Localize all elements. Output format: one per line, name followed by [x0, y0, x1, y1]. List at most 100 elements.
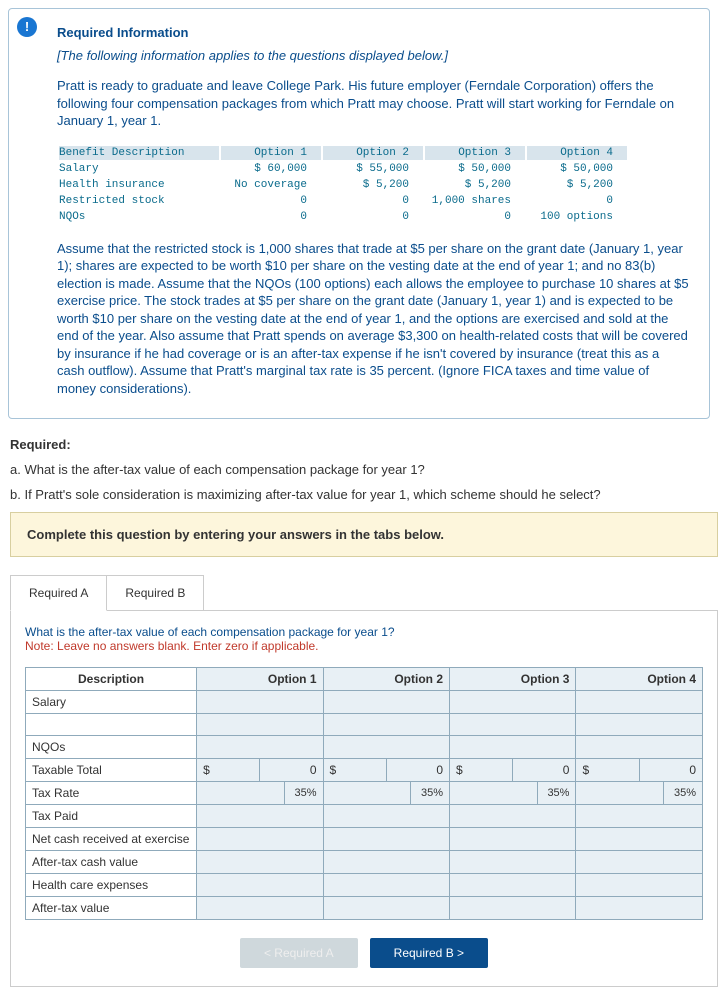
cell-input[interactable]	[323, 713, 449, 735]
cell-input[interactable]	[450, 735, 576, 758]
row-label: Health care expenses	[26, 873, 197, 896]
cell-input[interactable]	[576, 873, 703, 896]
row-label: Taxable Total	[26, 758, 197, 781]
benefit-row: Health insuranceNo coverage$ 5,200$ 5,20…	[59, 178, 627, 192]
bh-opt1: Option 1	[221, 146, 321, 160]
row-label: Tax Rate	[26, 781, 197, 804]
tabs-row: Required A Required B	[10, 575, 718, 611]
cell-input[interactable]	[323, 873, 449, 896]
ah-desc: Description	[26, 667, 197, 690]
cell-input[interactable]	[197, 827, 323, 850]
cell-input[interactable]	[576, 896, 703, 919]
cell-input[interactable]	[197, 850, 323, 873]
cell-taxable-total: $0	[450, 758, 576, 781]
answer-row-blank	[26, 713, 703, 735]
row-label[interactable]	[26, 713, 197, 735]
ah-opt3: Option 3	[450, 667, 576, 690]
cell-input[interactable]	[323, 735, 449, 758]
required-item-a: a. What is the after-tax value of each c…	[10, 462, 718, 477]
pane-question: What is the after-tax value of each comp…	[25, 625, 703, 639]
info-card: ! Required Information [The following in…	[8, 8, 710, 419]
cell-input[interactable]	[197, 690, 323, 713]
cell-input[interactable]	[197, 804, 323, 827]
cell-taxable-total: $0	[576, 758, 703, 781]
prev-button: < Required A	[240, 938, 358, 968]
cell-input[interactable]	[197, 873, 323, 896]
cell-input[interactable]	[576, 850, 703, 873]
cell-input[interactable]	[450, 873, 576, 896]
cell-input[interactable]	[576, 804, 703, 827]
cell-input[interactable]	[450, 713, 576, 735]
answer-row-net-cash: Net cash received at exercise	[26, 827, 703, 850]
cell-tax-rate: 35%	[537, 781, 576, 804]
bh-opt2: Option 2	[323, 146, 423, 160]
info-title: Required Information	[57, 25, 689, 40]
cell-tax-rate: 35%	[284, 781, 323, 804]
cell-input[interactable]	[576, 781, 664, 804]
info-icon: !	[17, 17, 37, 37]
row-label: Net cash received at exercise	[26, 827, 197, 850]
cell-input[interactable]	[450, 781, 538, 804]
answer-row-health-care: Health care expenses	[26, 873, 703, 896]
benefit-table: Benefit Description Option 1 Option 2 Op…	[57, 144, 629, 226]
cell-input[interactable]	[197, 735, 323, 758]
row-label: After-tax value	[26, 896, 197, 919]
bh-opt4: Option 4	[527, 146, 627, 160]
cell-input[interactable]	[323, 804, 449, 827]
benefit-header-row: Benefit Description Option 1 Option 2 Op…	[59, 146, 627, 160]
cell-tax-rate: 35%	[411, 781, 450, 804]
tab-required-b[interactable]: Required B	[106, 575, 204, 611]
tab-pane-a: What is the after-tax value of each comp…	[10, 610, 718, 987]
info-subtitle: [The following information applies to th…	[57, 48, 689, 63]
cell-input[interactable]	[323, 850, 449, 873]
cell-input[interactable]	[450, 896, 576, 919]
cell-input[interactable]	[450, 827, 576, 850]
cell-input[interactable]	[197, 713, 323, 735]
row-label: Salary	[26, 690, 197, 713]
cell-input[interactable]	[450, 690, 576, 713]
cell-input[interactable]	[197, 896, 323, 919]
ah-opt4: Option 4	[576, 667, 703, 690]
answer-row-after-tax-cash: After-tax cash value	[26, 850, 703, 873]
answer-row-tax-paid: Tax Paid	[26, 804, 703, 827]
answer-row-taxable-total: Taxable Total $0 $0 $0 $0	[26, 758, 703, 781]
cell-input[interactable]	[450, 804, 576, 827]
bh-opt3: Option 3	[425, 146, 525, 160]
cell-input[interactable]	[576, 690, 703, 713]
cell-input[interactable]	[576, 827, 703, 850]
answer-row-salary: Salary	[26, 690, 703, 713]
answer-row-tax-rate: Tax Rate 35% 35% 35% 35%	[26, 781, 703, 804]
nav-buttons: < Required A Required B >	[25, 938, 703, 968]
benefit-row: NQOs000100 options	[59, 210, 627, 224]
cell-input[interactable]	[323, 781, 411, 804]
cell-tax-rate: 35%	[664, 781, 703, 804]
info-paragraph: Pratt is ready to graduate and leave Col…	[57, 77, 689, 130]
answer-row-nqos: NQOs	[26, 735, 703, 758]
required-heading: Required:	[10, 437, 718, 452]
benefit-row: Restricted stock001,000 shares0	[59, 194, 627, 208]
pane-note: Note: Leave no answers blank. Enter zero…	[25, 639, 703, 653]
cell-input[interactable]	[323, 827, 449, 850]
answer-row-after-tax-value: After-tax value	[26, 896, 703, 919]
cell-input[interactable]	[576, 713, 703, 735]
assumption-paragraph: Assume that the restricted stock is 1,00…	[57, 240, 689, 398]
cell-input[interactable]	[323, 896, 449, 919]
tab-required-a[interactable]: Required A	[10, 575, 107, 611]
cell-input[interactable]	[450, 850, 576, 873]
cell-taxable-total: $0	[197, 758, 323, 781]
row-label: Tax Paid	[26, 804, 197, 827]
row-label: NQOs	[26, 735, 197, 758]
answer-header-row: Description Option 1 Option 2 Option 3 O…	[26, 667, 703, 690]
complete-instruction: Complete this question by entering your …	[10, 512, 718, 557]
bh-desc: Benefit Description	[59, 146, 219, 160]
ah-opt2: Option 2	[323, 667, 449, 690]
next-button[interactable]: Required B >	[370, 938, 488, 968]
cell-input[interactable]	[197, 781, 285, 804]
required-item-b: b. If Pratt's sole consideration is maxi…	[10, 487, 718, 502]
cell-taxable-total: $0	[323, 758, 449, 781]
row-label: After-tax cash value	[26, 850, 197, 873]
cell-input[interactable]	[576, 735, 703, 758]
answer-table: Description Option 1 Option 2 Option 3 O…	[25, 667, 703, 920]
cell-input[interactable]	[323, 690, 449, 713]
benefit-row: Salary$ 60,000$ 55,000$ 50,000$ 50,000	[59, 162, 627, 176]
